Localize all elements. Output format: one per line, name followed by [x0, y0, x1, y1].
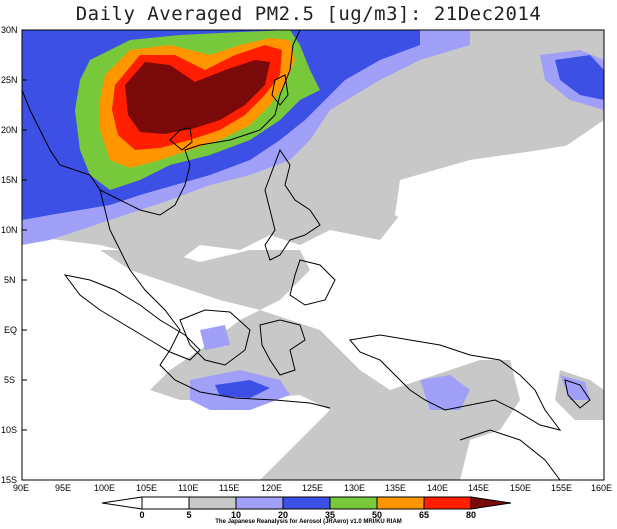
colorbar-tick: 20: [278, 510, 288, 520]
lat-label: 30N: [1, 25, 18, 35]
lon-label: 115E: [219, 483, 239, 493]
lon-label: 90E: [13, 483, 29, 493]
lon-label: 125E: [302, 483, 323, 493]
credit-text: The Japanese Reanalysis for Aerosol (JRA…: [215, 519, 402, 525]
lon-label: 105E: [136, 483, 157, 493]
lat-labels: 30N 25N 20N 15N 10N 5N EQ 5S 10S 15S: [1, 25, 18, 485]
lon-label: 150E: [510, 483, 531, 493]
colorbar-tick: 5: [186, 510, 191, 520]
lon-label: 160E: [591, 483, 612, 493]
lon-label: 100E: [94, 483, 115, 493]
lat-ticks: [22, 29, 27, 481]
colorbar-max-arrow: [470, 496, 512, 510]
lat-label: 15S: [1, 475, 17, 485]
band-35-50: [215, 380, 270, 398]
lon-label: 145E: [468, 483, 489, 493]
band-20-35: [200, 325, 230, 350]
colorbar-tick: 80: [466, 510, 476, 520]
colorbar-ticks: 0 5 10 20 35 50 65 80: [139, 510, 476, 520]
colorbar-seg: [376, 496, 425, 510]
map-frame: [21, 29, 605, 481]
colorbar-seg: [235, 496, 284, 510]
colorbar-seg: [188, 496, 237, 510]
colorbar: [101, 496, 512, 510]
band-10-20: [395, 140, 604, 230]
lat-label: 5N: [4, 275, 16, 285]
band-20-35: [420, 375, 470, 410]
colorbar-seg: [141, 496, 190, 510]
colorbar-tick: 10: [231, 510, 241, 520]
colorbar-seg: [329, 496, 378, 510]
lon-labels: 90E 95E 100E 105E 110E 115E 120E 125E 13…: [13, 483, 612, 493]
lat-label: 5S: [4, 375, 15, 385]
colorbar-min-arrow: [101, 496, 143, 510]
colorbar-tick: 0: [139, 510, 144, 520]
lat-label: 10N: [1, 225, 18, 235]
coastlines: [22, 30, 591, 480]
lat-label: EQ: [4, 325, 17, 335]
colorbar-seg: [423, 496, 472, 510]
lon-label: 110E: [178, 483, 198, 493]
lat-label: 10S: [1, 425, 17, 435]
lon-label: 135E: [385, 483, 406, 493]
lon-label: 95E: [55, 483, 71, 493]
lon-label: 120E: [261, 483, 282, 493]
concentration-field: [22, 30, 604, 480]
colorbar-seg: [282, 496, 331, 510]
colorbar-tick: 50: [372, 510, 382, 520]
lon-label: 155E: [551, 483, 572, 493]
band-10-20: [100, 250, 520, 480]
lon-label: 130E: [344, 483, 365, 493]
lat-label: 15N: [1, 175, 18, 185]
lon-label: 140E: [427, 483, 448, 493]
band-80-plus-darkred: [125, 60, 270, 134]
colorbar-tick: 65: [419, 510, 429, 520]
colorbar-tick: 35: [325, 510, 335, 520]
lat-label: 20N: [1, 125, 18, 135]
band-35-50: [555, 55, 604, 100]
lat-label: 25N: [1, 75, 18, 85]
map-title: Daily Averaged PM2.5 [ug/m3]: 21Dec2014: [75, 3, 542, 25]
